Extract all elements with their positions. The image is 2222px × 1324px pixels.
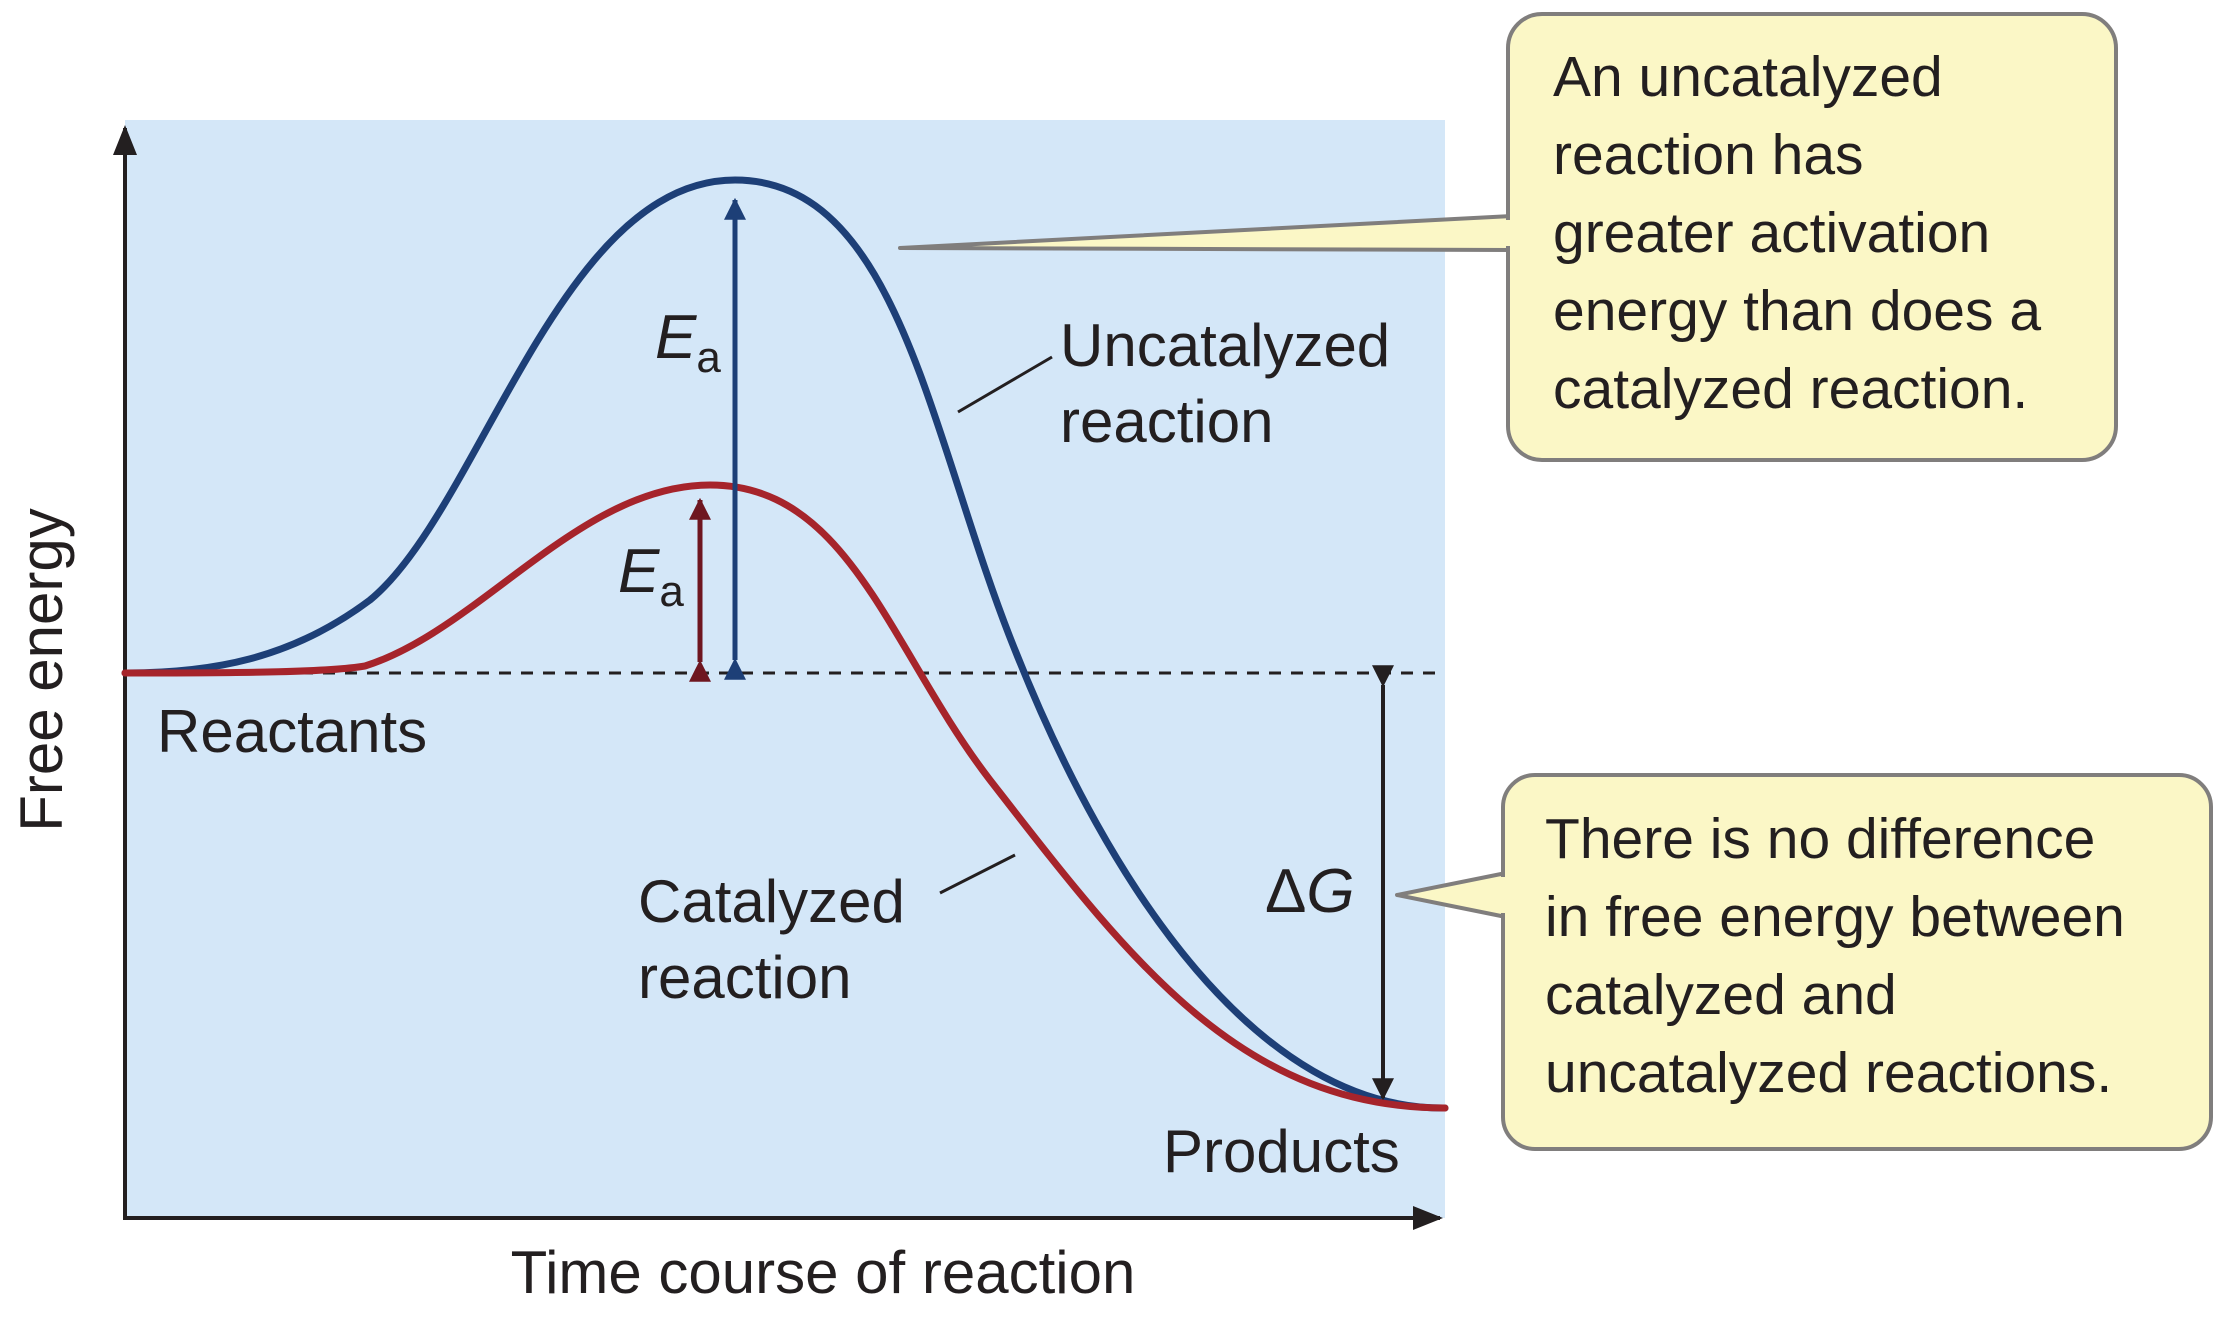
free-energy-callout: There is no difference in free energy be… [1395, 773, 2213, 1151]
reactants-label: Reactants [157, 698, 427, 765]
catalyzed-label: Catalyzed reaction [638, 868, 921, 1011]
delta-g-label: ΔG [1265, 857, 1355, 926]
activation-callout-text: An uncatalyzed reaction has greater acti… [1553, 45, 2057, 421]
uncatalyzed-curve [121, 176, 1449, 1112]
uncatalyzed-leader [957, 355, 1053, 414]
y-axis-label: Free energy [8, 508, 75, 832]
x-axis-label: Time course of reaction [511, 1239, 1136, 1306]
catalyzed-leader [939, 853, 1016, 895]
uncatalyzed-label: Uncatalyzed reaction [1060, 312, 1407, 455]
activation-callout: An uncatalyzed reaction has greater acti… [898, 12, 2118, 462]
catalyzed-curve [121, 481, 1449, 1112]
ea-catalyzed-label: Ea [618, 537, 684, 616]
free-energy-callout-box [1501, 773, 2213, 1151]
products-label: Products [1163, 1118, 1400, 1185]
ea-uncatalyzed-label: Ea [655, 303, 721, 382]
free-energy-callout-text: There is no difference in free energy be… [1545, 807, 2141, 1105]
